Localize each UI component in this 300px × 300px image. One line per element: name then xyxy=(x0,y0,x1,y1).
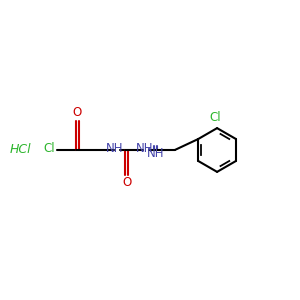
Text: NH: NH xyxy=(135,142,153,155)
Text: Cl: Cl xyxy=(210,111,221,124)
Text: NH: NH xyxy=(106,142,124,155)
Text: HCl: HCl xyxy=(9,143,31,157)
Text: O: O xyxy=(73,106,82,119)
Text: O: O xyxy=(122,176,131,189)
Text: NH: NH xyxy=(147,147,165,160)
Text: Cl: Cl xyxy=(44,142,55,155)
